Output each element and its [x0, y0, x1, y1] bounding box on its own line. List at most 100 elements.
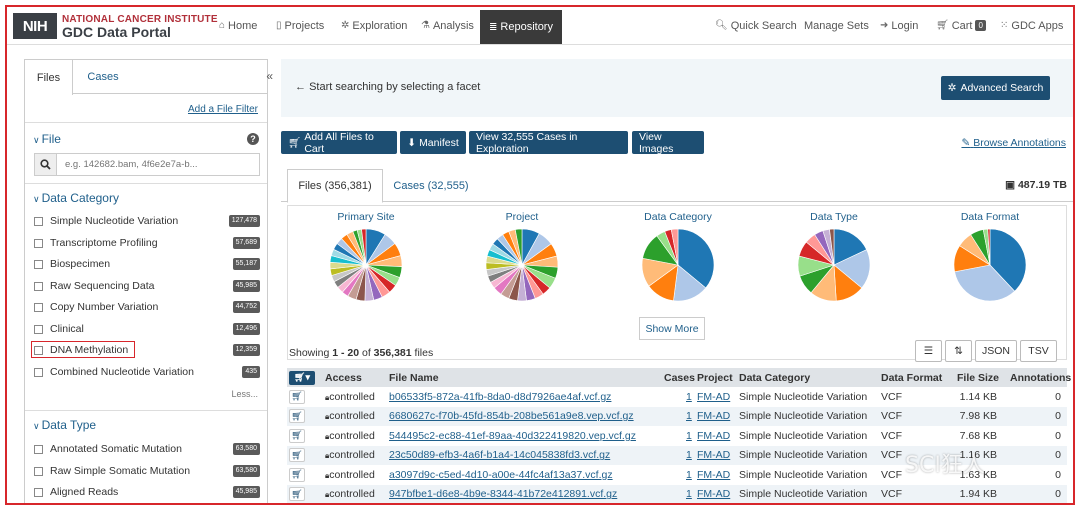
column-toggle-button[interactable]: ☰	[915, 340, 942, 362]
show-more-button[interactable]: Show More	[639, 317, 705, 340]
cell-file[interactable]: 6680627c-f70b-45fd-854b-208be561a9e8.vep…	[389, 410, 634, 423]
column-header[interactable]: Project	[697, 371, 733, 384]
checkbox[interactable]	[34, 466, 43, 476]
nav-analysis[interactable]: ⚗ Analysis	[421, 19, 474, 32]
facet-item[interactable]: Biospecimen 55,187	[34, 256, 260, 272]
data-category-header[interactable]: ∨ Data Category	[33, 191, 119, 205]
nav-repository[interactable]: ≣ Repository	[480, 10, 562, 44]
column-header[interactable]: Cases	[664, 371, 695, 384]
tab-cases[interactable]: Cases (32,555)	[393, 179, 469, 192]
facet-item[interactable]: Combined Nucleotide Variation 435	[34, 364, 260, 380]
search-icon[interactable]	[35, 154, 57, 175]
pie-slice[interactable]	[987, 228, 991, 266]
add-to-cart-icon[interactable]: 🛒︎	[289, 389, 305, 404]
pie-slice[interactable]	[670, 228, 679, 266]
checkbox[interactable]	[34, 259, 43, 269]
cell-file[interactable]: a3097d9c-c5ed-4d10-a00e-44fc4af13a37.vcf…	[389, 468, 613, 481]
column-header[interactable]: File Size	[957, 371, 1000, 384]
pie-slice[interactable]	[829, 228, 835, 266]
cell-cases[interactable]: 1	[686, 410, 692, 423]
checkbox[interactable]	[34, 302, 43, 312]
pie-slice[interactable]	[514, 228, 523, 266]
add-to-cart-icon[interactable]: 🛒︎	[289, 467, 305, 482]
facet-item[interactable]: Annotated Somatic Mutation 63,580	[34, 441, 260, 457]
add-file-filter-link[interactable]: Add a File Filter	[187, 104, 258, 115]
cell-cases[interactable]: 1	[686, 390, 692, 403]
nav-projects[interactable]: ▯ Projects	[276, 19, 325, 32]
facet-item[interactable]: DNA Methylation 12,359	[31, 341, 260, 358]
cell-file[interactable]: 23c50d89-efb3-4a6f-b1a4-14c045838fd3.vcf…	[389, 449, 611, 462]
facet-item[interactable]: Raw Sequencing Data 45,985	[34, 278, 260, 294]
nav-quick-search[interactable]: 🔍︎ Quick Search	[715, 19, 797, 32]
primary-site-pie[interactable]	[329, 228, 403, 302]
data-category-pie[interactable]	[641, 228, 715, 302]
nav-exploration[interactable]: ✲ Exploration	[341, 19, 408, 32]
facet-item[interactable]: Raw Simple Somatic Mutation 63,580	[34, 463, 260, 479]
data-format-pie[interactable]	[953, 228, 1027, 302]
cell-cases[interactable]: 1	[686, 429, 692, 442]
advanced-search-button[interactable]: ✲ Advanced Search	[941, 76, 1050, 100]
data-type-header[interactable]: ∨ Data Type	[33, 418, 97, 432]
cell-file[interactable]: 544495c2-ec88-41ef-89aa-40d322419820.vep…	[389, 429, 636, 442]
facet-item[interactable]: Simple Nucleotide Variation 127,478	[34, 213, 260, 229]
add-to-cart-icon[interactable]: 🛒︎	[289, 448, 305, 463]
tsv-export-button[interactable]: TSV	[1020, 340, 1057, 362]
sort-button[interactable]: ⇅	[945, 340, 972, 362]
pie-slice[interactable]	[989, 228, 1027, 292]
pie-slice[interactable]	[361, 228, 367, 266]
view-images-button[interactable]: View Images	[632, 131, 704, 155]
checkbox[interactable]	[34, 444, 43, 454]
nav-gdc-apps[interactable]: ⁙ GDC Apps	[1000, 19, 1064, 32]
nav-cart[interactable]: 🛒︎ Cart 0	[936, 7, 986, 44]
less-link[interactable]: Less...	[231, 389, 258, 399]
file-search-input[interactable]	[57, 154, 259, 175]
checkbox[interactable]	[34, 487, 43, 497]
facet-item[interactable]: Aligned Reads 45,985	[34, 484, 260, 500]
cell-project[interactable]: FM-AD	[697, 449, 731, 462]
column-header[interactable]: Annotations	[1010, 371, 1072, 384]
sidebar-tab-cases[interactable]: Cases	[87, 71, 119, 83]
column-header[interactable]: Access	[325, 371, 362, 384]
add-to-cart-icon[interactable]: 🛒︎	[289, 487, 305, 502]
facet-item[interactable]: Transcriptome Profiling 57,689	[34, 235, 260, 251]
view-cases-exploration-button[interactable]: View 32,555 Cases in Exploration	[469, 131, 628, 155]
add-to-cart-icon[interactable]: 🛒︎	[289, 409, 305, 424]
gdc-logo[interactable]: NIH NATIONAL CANCER INSTITUTE GDC Data P…	[13, 13, 218, 39]
pie-slice[interactable]	[677, 228, 715, 289]
cell-project[interactable]: FM-AD	[697, 429, 731, 442]
nav-login[interactable]: ➜ Login	[880, 19, 919, 32]
add-to-cart-icon[interactable]: 🛒︎	[289, 428, 305, 443]
checkbox[interactable]	[34, 216, 43, 226]
cell-file[interactable]: b06533f5-872a-41fb-8da0-d8d7926ae4af.vcf…	[389, 390, 612, 403]
column-header[interactable]: Data Category	[739, 371, 811, 384]
collapse-sidebar-icon[interactable]: «	[266, 69, 273, 83]
browse-annotations-link[interactable]: ✎ Browse Annotations	[961, 137, 1066, 149]
checkbox[interactable]	[34, 281, 43, 291]
manifest-button[interactable]: ⬇ Manifest	[400, 131, 466, 154]
cell-cases[interactable]: 1	[686, 449, 692, 462]
cell-project[interactable]: FM-AD	[697, 468, 731, 481]
cell-project[interactable]: FM-AD	[697, 488, 731, 501]
checkbox[interactable]	[34, 324, 43, 334]
file-section-header[interactable]: ∨ File	[33, 132, 61, 146]
checkbox[interactable]	[34, 345, 43, 355]
pie-slice[interactable]	[954, 264, 1016, 302]
json-export-button[interactable]: JSON	[975, 340, 1017, 362]
project-pie[interactable]	[485, 228, 559, 302]
cart-dropdown-icon[interactable]: 🛒︎▾	[289, 370, 315, 385]
pie-slice[interactable]	[833, 249, 871, 289]
help-icon[interactable]: ?	[247, 133, 259, 145]
data-type-pie[interactable]	[797, 228, 871, 302]
facet-item[interactable]: Clinical 12,496	[34, 321, 260, 337]
cell-cases[interactable]: 1	[686, 468, 692, 481]
facet-item[interactable]: Copy Number Variation 44,752	[34, 299, 260, 315]
nav-manage-sets[interactable]: Manage Sets	[804, 19, 869, 32]
cell-file[interactable]: 947bfbe1-d6e8-4b9e-8344-41b72e412891.vcf…	[389, 488, 618, 501]
sidebar-tab-files[interactable]: Files	[25, 60, 73, 95]
checkbox[interactable]	[34, 367, 43, 377]
checkbox[interactable]	[34, 238, 43, 248]
nav-home[interactable]: ⌂ Home	[219, 19, 258, 32]
add-all-to-cart-button[interactable]: 🛒︎ Add All Files to Cart	[281, 131, 397, 155]
cell-project[interactable]: FM-AD	[697, 410, 731, 423]
tab-files[interactable]: Files (356,381)	[287, 169, 383, 203]
